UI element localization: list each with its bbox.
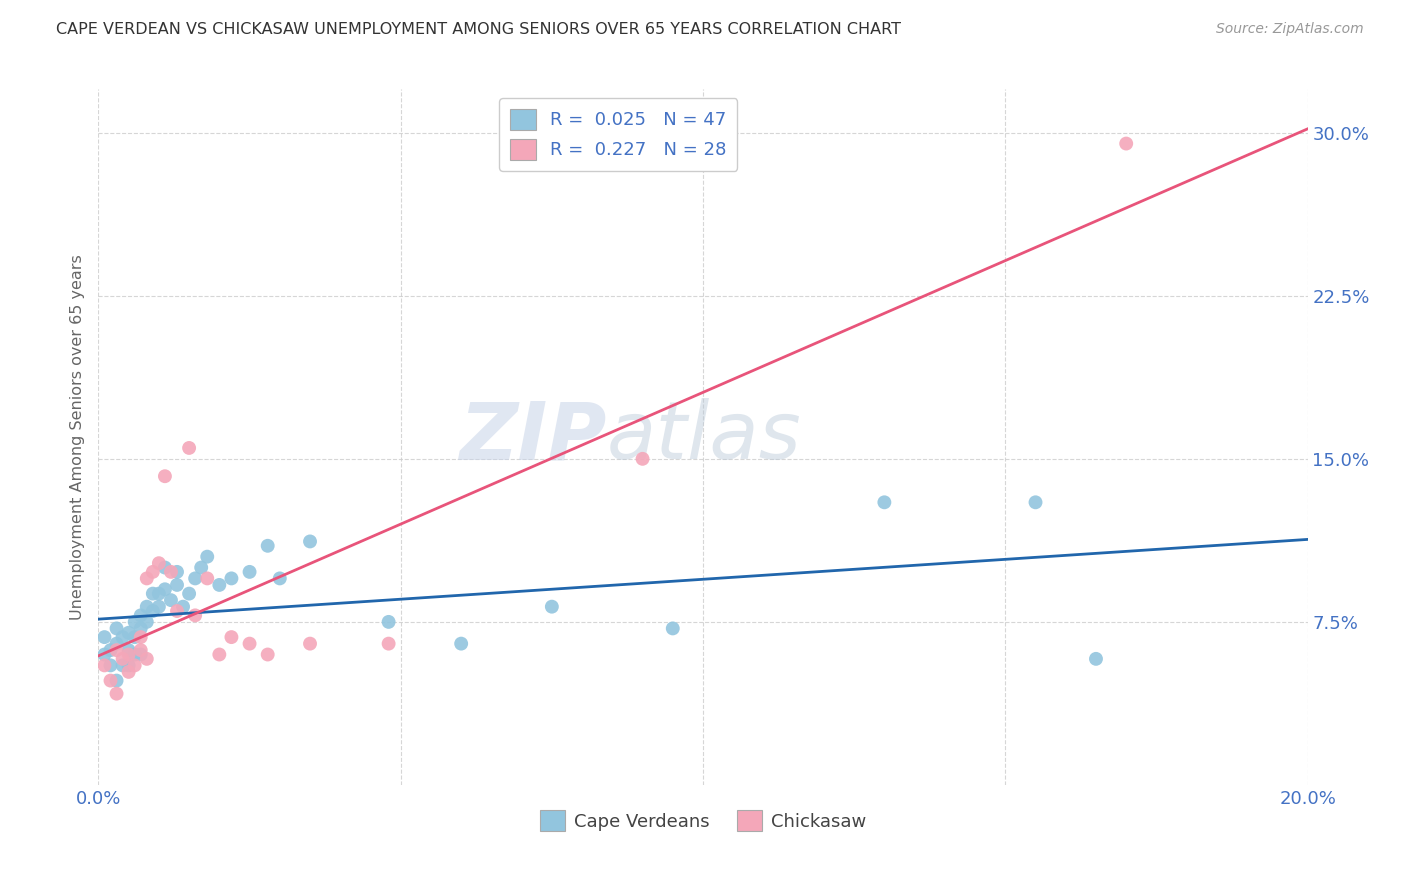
Point (1024, 495, 1046, 509)
Point (239, 637, 262, 651)
Point (129, 648, 152, 662)
Point (129, 608, 152, 623)
Point (179, 587, 201, 601)
Point (195, 571, 218, 585)
Point (1085, 652, 1108, 666)
Point (239, 565, 262, 579)
Point (105, 621, 128, 635)
Point (153, 469, 176, 483)
Point (153, 560, 176, 574)
Point (100, 658, 122, 673)
Text: ZIP: ZIP (458, 398, 606, 476)
Point (100, 643, 122, 657)
Point (124, 658, 146, 673)
Point (221, 571, 243, 585)
Point (148, 556, 170, 570)
Point (111, 630, 134, 644)
Point (160, 593, 183, 607)
Point (190, 560, 212, 574)
Point (148, 587, 170, 601)
Point (118, 658, 141, 673)
Point (256, 648, 278, 662)
Point (129, 621, 152, 635)
Point (631, 451, 654, 466)
Point (1115, 136, 1137, 151)
Point (100, 673, 122, 688)
Point (377, 615, 399, 629)
Point (105, 673, 128, 688)
Point (93, 658, 115, 673)
Text: Source: ZipAtlas.com: Source: ZipAtlas.com (1216, 22, 1364, 37)
Y-axis label: Unemployment Among Seniors over 65 years: Unemployment Among Seniors over 65 years (69, 254, 84, 620)
Point (166, 565, 188, 579)
Point (148, 599, 170, 614)
Point (142, 565, 165, 579)
Point (256, 539, 278, 553)
Point (124, 615, 146, 629)
Point (873, 495, 896, 509)
Point (105, 687, 128, 701)
Point (184, 571, 207, 585)
Point (135, 599, 157, 614)
Point (105, 643, 128, 657)
Point (661, 621, 683, 635)
Point (377, 637, 399, 651)
Legend: Cape Verdeans, Chickasaw: Cape Verdeans, Chickasaw (533, 804, 873, 838)
Point (172, 599, 194, 614)
Point (184, 608, 207, 623)
Point (105, 637, 128, 651)
Point (111, 658, 134, 673)
Point (269, 571, 291, 585)
Point (135, 615, 157, 629)
Point (299, 534, 322, 549)
Point (111, 652, 134, 666)
Point (142, 587, 165, 601)
Point (166, 578, 188, 592)
Point (142, 604, 165, 618)
Point (129, 643, 152, 657)
Point (208, 578, 231, 592)
Point (160, 565, 183, 579)
Point (299, 637, 322, 651)
Point (118, 665, 141, 679)
Point (166, 604, 188, 618)
Point (118, 625, 141, 640)
Point (124, 630, 146, 644)
Point (208, 648, 231, 662)
Point (135, 652, 157, 666)
Point (124, 648, 146, 662)
Point (221, 630, 243, 644)
Text: CAPE VERDEAN VS CHICKASAW UNEMPLOYMENT AMONG SENIORS OVER 65 YEARS CORRELATION C: CAPE VERDEAN VS CHICKASAW UNEMPLOYMENT A… (56, 22, 901, 37)
Point (450, 637, 472, 651)
Point (118, 648, 141, 662)
Point (153, 582, 176, 597)
Point (179, 441, 201, 455)
Point (129, 630, 152, 644)
Point (118, 643, 141, 657)
Point (93, 648, 115, 662)
Point (135, 571, 157, 585)
Point (93, 630, 115, 644)
Text: atlas: atlas (606, 398, 801, 476)
Point (540, 599, 562, 614)
Point (195, 549, 218, 564)
